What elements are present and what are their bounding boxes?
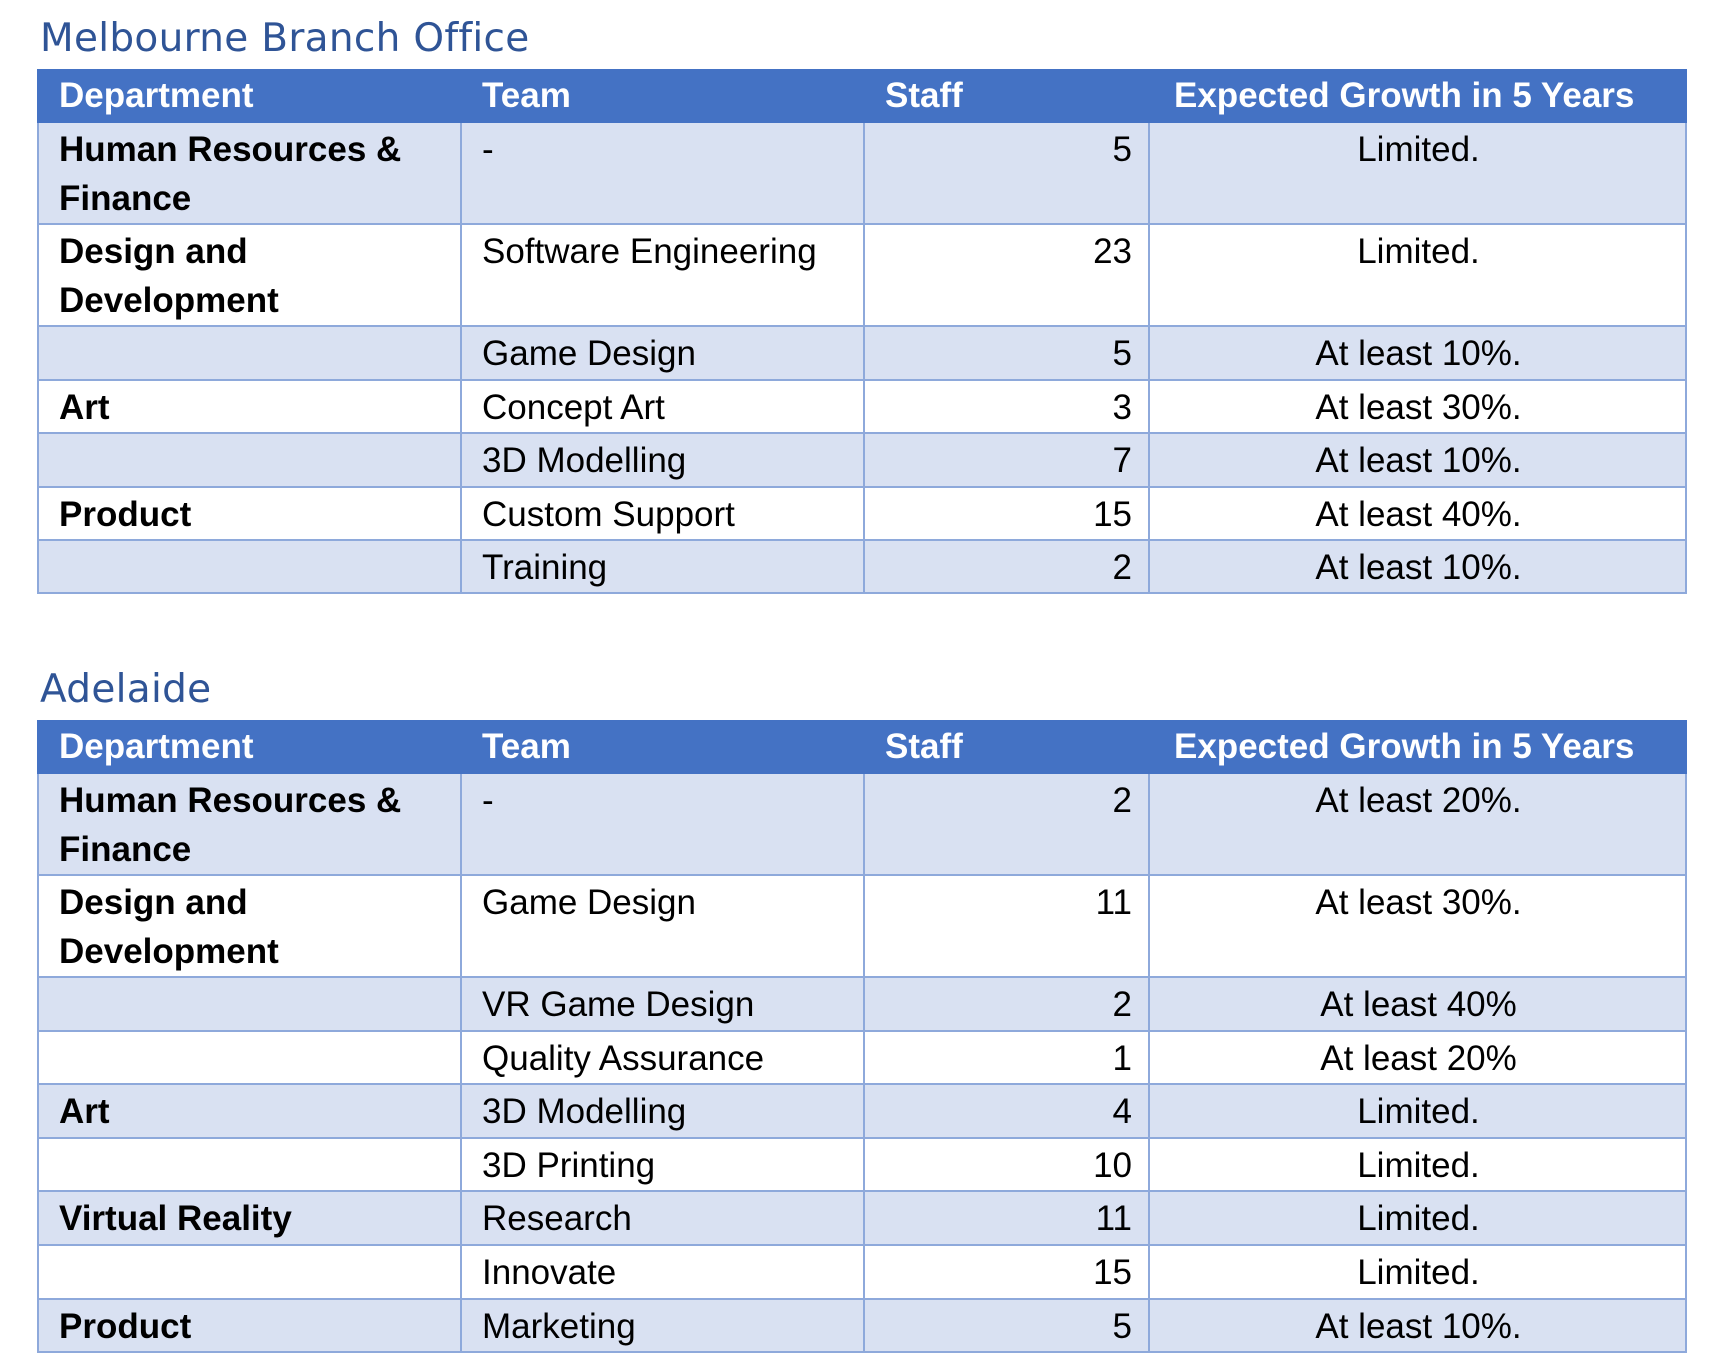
staff-cell: 15 — [863, 486, 1150, 541]
header-team: Team — [460, 720, 865, 774]
department-cell: Design and Development — [37, 223, 462, 327]
staff-cell: 1 — [863, 1030, 1150, 1085]
growth-cell: Limited. — [1148, 1244, 1687, 1300]
header-expected-growth: Expected Growth in 5 Years — [1148, 69, 1687, 123]
staff-cell: 11 — [863, 1190, 1150, 1246]
table-row: VR Game Design 2 At least 40% — [37, 976, 1687, 1032]
table-row: Innovate 15 Limited. — [37, 1244, 1687, 1300]
adelaide-staff-table: Department Team Staff Expected Growth in… — [37, 720, 1687, 1353]
table-row: 3D Modelling 7 At least 10%. — [37, 432, 1687, 488]
table-row: 3D Printing 10 Limited. — [37, 1137, 1687, 1192]
department-cell — [37, 539, 462, 594]
department-cell: Art — [37, 379, 462, 434]
staff-cell: 15 — [863, 1244, 1150, 1300]
growth-cell: At least 30%. — [1148, 874, 1687, 978]
growth-cell: At least 10%. — [1148, 539, 1687, 594]
table-row: Human Resources & Finance - 5 Limited. — [37, 121, 1687, 225]
team-cell: 3D Printing — [460, 1137, 865, 1192]
header-expected-growth: Expected Growth in 5 Years — [1148, 720, 1687, 774]
team-cell: 3D Modelling — [460, 432, 865, 488]
team-cell: Software Engineering — [460, 223, 865, 327]
team-cell: Concept Art — [460, 379, 865, 434]
header-department: Department — [37, 720, 462, 774]
table-row: Art 3D Modelling 4 Limited. — [37, 1083, 1687, 1139]
staff-cell: 10 — [863, 1137, 1150, 1192]
staff-cell: 5 — [863, 1298, 1150, 1353]
growth-cell: At least 40%. — [1148, 486, 1687, 541]
staff-cell: 5 — [863, 121, 1150, 225]
team-cell: Quality Assurance — [460, 1030, 865, 1085]
department-cell: Human Resources & Finance — [37, 772, 462, 876]
team-cell: Training — [460, 539, 865, 594]
staff-cell: 11 — [863, 874, 1150, 978]
growth-cell: Limited. — [1148, 1137, 1687, 1192]
department-cell — [37, 1137, 462, 1192]
growth-cell: At least 10%. — [1148, 432, 1687, 488]
table-row: Design and Development Software Engineer… — [37, 223, 1687, 327]
table-row: Training 2 At least 10%. — [37, 539, 1687, 594]
growth-cell: Limited. — [1148, 1190, 1687, 1246]
department-cell — [37, 325, 462, 381]
staff-cell: 7 — [863, 432, 1150, 488]
staff-cell: 4 — [863, 1083, 1150, 1139]
growth-cell: Limited. — [1148, 223, 1687, 327]
header-staff: Staff — [863, 720, 1150, 774]
growth-cell: Limited. — [1148, 121, 1687, 225]
department-cell: Product — [37, 486, 462, 541]
staff-cell: 2 — [863, 772, 1150, 876]
staff-cell: 5 — [863, 325, 1150, 381]
team-cell: Game Design — [460, 874, 865, 978]
staff-cell: 2 — [863, 976, 1150, 1032]
growth-cell: At least 20% — [1148, 1030, 1687, 1085]
department-cell: Design and Development — [37, 874, 462, 978]
table-row: Product Custom Support 15 At least 40%. — [37, 486, 1687, 541]
team-cell: Research — [460, 1190, 865, 1246]
staff-cell: 2 — [863, 539, 1150, 594]
team-cell: 3D Modelling — [460, 1083, 865, 1139]
melbourne-section-title: Melbourne Branch Office — [40, 16, 530, 61]
adelaide-section-title: Adelaide — [40, 667, 212, 712]
growth-cell: At least 40% — [1148, 976, 1687, 1032]
team-cell: Game Design — [460, 325, 865, 381]
department-cell — [37, 432, 462, 488]
header-team: Team — [460, 69, 865, 123]
table-row: Quality Assurance 1 At least 20% — [37, 1030, 1687, 1085]
melbourne-staff-table: Department Team Staff Expected Growth in… — [37, 69, 1687, 594]
staff-cell: 23 — [863, 223, 1150, 327]
team-cell: Custom Support — [460, 486, 865, 541]
header-staff: Staff — [863, 69, 1150, 123]
growth-cell: At least 20%. — [1148, 772, 1687, 876]
department-cell: Virtual Reality — [37, 1190, 462, 1246]
department-cell — [37, 1244, 462, 1300]
table-row: Design and Development Game Design 11 At… — [37, 874, 1687, 978]
growth-cell: Limited. — [1148, 1083, 1687, 1139]
table-row: Human Resources & Finance - 2 At least 2… — [37, 772, 1687, 876]
staff-cell: 3 — [863, 379, 1150, 434]
table-row: Virtual Reality Research 11 Limited. — [37, 1190, 1687, 1246]
growth-cell: At least 10%. — [1148, 325, 1687, 381]
department-cell — [37, 1030, 462, 1085]
team-cell: Innovate — [460, 1244, 865, 1300]
table-row: Art Concept Art 3 At least 30%. — [37, 379, 1687, 434]
team-cell: - — [460, 121, 865, 225]
team-cell: - — [460, 772, 865, 876]
table-row: Product Marketing 5 At least 10%. — [37, 1298, 1687, 1353]
department-cell — [37, 976, 462, 1032]
team-cell: Marketing — [460, 1298, 865, 1353]
table-row: Game Design 5 At least 10%. — [37, 325, 1687, 381]
department-cell: Art — [37, 1083, 462, 1139]
growth-cell: At least 10%. — [1148, 1298, 1687, 1353]
department-cell: Product — [37, 1298, 462, 1353]
table-header-row: Department Team Staff Expected Growth in… — [37, 69, 1687, 123]
table-header-row: Department Team Staff Expected Growth in… — [37, 720, 1687, 774]
team-cell: VR Game Design — [460, 976, 865, 1032]
header-department: Department — [37, 69, 462, 123]
growth-cell: At least 30%. — [1148, 379, 1687, 434]
department-cell: Human Resources & Finance — [37, 121, 462, 225]
